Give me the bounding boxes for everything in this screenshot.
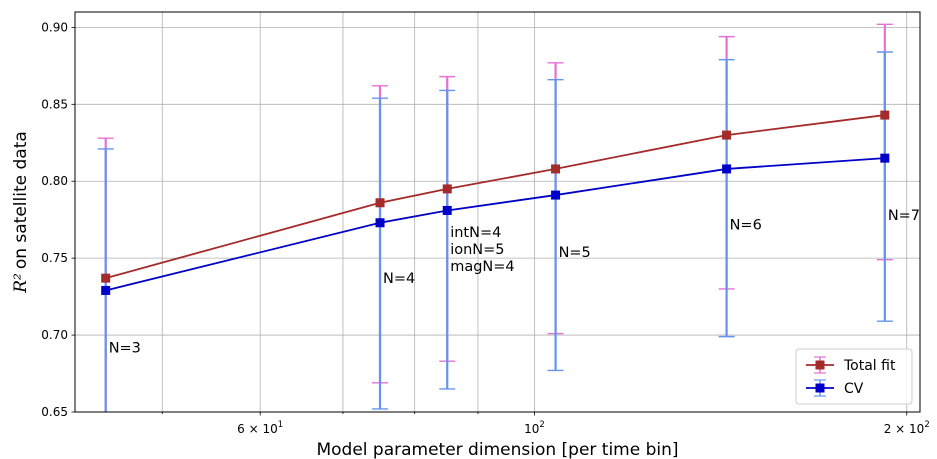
plot-frame — [74, 11, 921, 413]
data-point-cv — [880, 153, 890, 163]
y-tick-label: 0.80 — [41, 174, 68, 188]
annotation-label: intN=4 — [450, 225, 501, 241]
data-point-total-fit — [722, 130, 732, 140]
data-point-total-fit — [101, 273, 111, 283]
legend: Total fit CV — [795, 348, 913, 405]
series-lines — [105, 114, 885, 292]
y-tick-label: 0.90 — [41, 20, 68, 34]
x-axis-title: Model parameter dimension [per time bin] — [316, 440, 678, 459]
series-markers — [101, 110, 890, 295]
annotation-label: N=6 — [730, 217, 762, 233]
legend-marker — [815, 383, 825, 393]
series-line-cv — [105, 157, 885, 292]
legend-label: CV — [844, 381, 864, 397]
legend-label: Total fit — [843, 358, 896, 374]
annotation-label: N=5 — [559, 245, 591, 261]
x-tick-label: 2 × 102 — [884, 420, 930, 436]
axis-ticks: 6 × 101 102 2 × 102 0.65 0.70 0.75 0.80 0.85 0.9… — [41, 20, 929, 436]
legend-box — [795, 348, 913, 405]
y-axis-title-math: R² — [11, 273, 31, 294]
legend-marker — [815, 360, 825, 370]
y-tick-label: 0.70 — [41, 328, 68, 342]
y-tick-label: 0.65 — [41, 405, 68, 419]
y-axis-title-text: on satellite data — [11, 131, 31, 269]
data-point-cv — [101, 285, 111, 295]
annotation-label: N=4 — [383, 271, 415, 287]
grid-lines — [75, 12, 920, 413]
data-point-total-fit — [375, 198, 385, 208]
annotation-label: N=3 — [109, 340, 141, 356]
data-point-cv — [722, 164, 732, 174]
data-point-cv — [442, 205, 452, 215]
y-tick-label: 0.75 — [41, 251, 68, 265]
series-line-total-fit — [105, 114, 885, 280]
y-tick-label: 0.85 — [41, 97, 68, 111]
data-point-total-fit — [551, 164, 561, 174]
annotation-label: magN=4 — [450, 259, 514, 275]
annotation-label: N=7 — [888, 208, 920, 224]
data-point-cv — [375, 218, 385, 228]
error-bars — [97, 23, 893, 412]
data-point-total-fit — [442, 184, 452, 194]
data-point-total-fit — [880, 110, 890, 120]
x-tick-label: 102 — [524, 420, 545, 436]
y-axis-title: R² on satellite data — [11, 131, 31, 294]
x-tick-label: 6 × 101 — [237, 420, 283, 436]
annotation-label: ionN=5 — [450, 242, 504, 258]
data-point-cv — [551, 190, 561, 200]
